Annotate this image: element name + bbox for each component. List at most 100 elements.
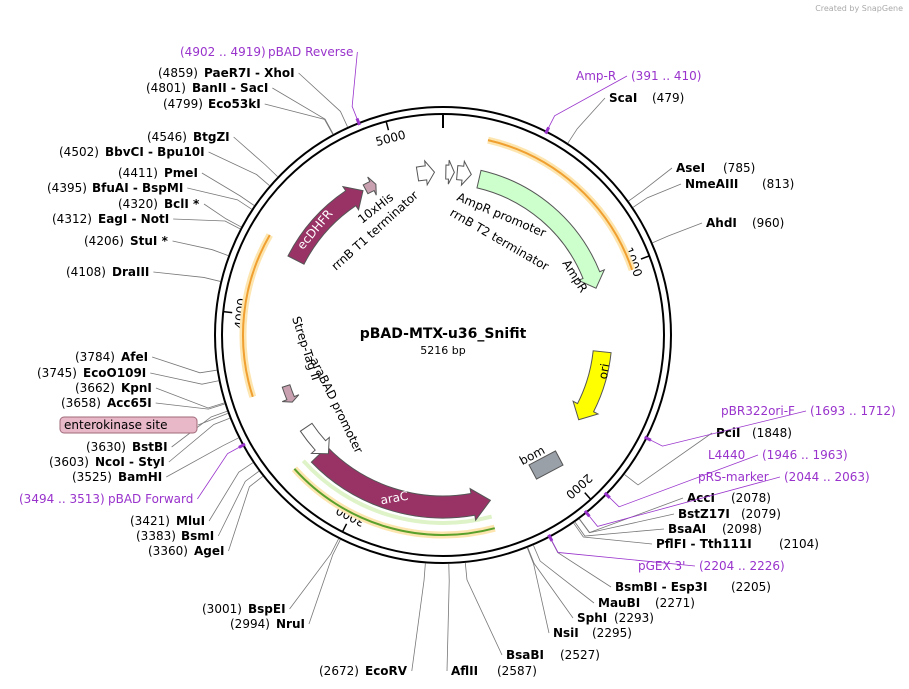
leader-line <box>208 462 254 522</box>
enzyme-name: AseI <box>676 161 705 175</box>
enzyme-name: EcoO109I <box>83 366 146 380</box>
enzyme-position: (960) <box>752 216 784 230</box>
enzyme-name: AfeI <box>121 350 148 364</box>
feature-arc <box>293 468 496 536</box>
enzyme-name: PciI <box>716 426 741 440</box>
enzyme-name: PaeR7I - XhoI <box>204 66 295 80</box>
enzyme-position: (3360) <box>148 544 188 558</box>
enzyme-position: (479) <box>652 91 684 105</box>
leader-line <box>289 538 339 610</box>
leader-line <box>298 72 348 128</box>
leader-line <box>228 475 264 552</box>
feature-highlight <box>301 459 493 525</box>
tick-mark <box>640 255 650 260</box>
leader-line <box>155 387 225 409</box>
leader-line <box>171 410 228 448</box>
his-tag <box>362 176 377 196</box>
enzyme-name: NcoI - StyI <box>95 455 165 469</box>
leader-line <box>546 75 628 132</box>
feature-label: ori <box>596 362 612 380</box>
enzyme-position: (4320) <box>118 197 158 211</box>
leader-line <box>166 437 239 478</box>
map-title: pBAD-MTX-u36_Snifit <box>360 326 527 342</box>
enzyme-position: (4859) <box>158 66 198 80</box>
credit: Created by SnapGene <box>815 4 903 13</box>
enzyme-position: (3662) <box>75 381 115 395</box>
enzyme-name: AflII <box>451 664 478 678</box>
enzyme-name: BfuAI - BspMI <box>92 181 183 195</box>
leader-line <box>197 412 228 426</box>
enzyme-position: (3001) <box>202 602 242 616</box>
enzyme-position: (1848) <box>752 426 792 440</box>
tick-mark <box>385 121 390 131</box>
ori-arrow <box>572 350 612 421</box>
enzyme-name: MluI <box>176 514 205 528</box>
leader-line <box>217 470 260 537</box>
leader-line <box>652 222 703 244</box>
leader-line <box>549 537 696 567</box>
enzyme-position: (4411) <box>118 166 158 180</box>
promoter-arrow <box>456 159 472 187</box>
leader-line <box>647 410 807 447</box>
enzyme-name: NruI <box>276 617 305 631</box>
enzyme-name: PmeI <box>164 166 198 180</box>
primer-range: (1693 .. 1712) <box>810 404 896 418</box>
leader-line <box>526 547 550 634</box>
enzyme-name: Eco53kI <box>208 97 261 111</box>
primer-name: pRS-marker <box>698 470 769 484</box>
leader-line <box>168 417 230 463</box>
leader-line <box>578 513 675 534</box>
enzyme-position: (4546) <box>147 130 187 144</box>
enzyme-position: (4799) <box>163 97 203 111</box>
primer-range: (2204 .. 2226) <box>699 559 785 573</box>
enzyme-name: BstBI <box>132 440 168 454</box>
enzyme-position: (3421) <box>130 514 170 528</box>
enzyme-position: (3658) <box>61 396 101 410</box>
feature-arc <box>242 234 271 398</box>
enzyme-position: (2587) <box>497 664 537 678</box>
enzyme-name: NmeAIII <box>685 177 738 191</box>
enzyme-name: BspEI <box>248 602 286 616</box>
promoter-arrow <box>445 159 455 185</box>
enzyme-position: (2079) <box>741 507 781 521</box>
leader-line <box>446 563 450 672</box>
leader-line <box>187 187 252 210</box>
enzyme-position: (4108) <box>66 265 106 279</box>
enzyme-position: (3383) <box>136 529 176 543</box>
enzyme-name: BamHI <box>118 470 162 484</box>
leader-line <box>351 51 359 123</box>
enzyme-position: (2271) <box>655 596 695 610</box>
leader-line <box>527 547 574 619</box>
enzyme-name: BanII - SacI <box>192 81 268 95</box>
enzyme-name: EagI - NotI <box>98 212 169 226</box>
leader-line <box>272 87 334 135</box>
enzyme-position: (4206) <box>84 234 124 248</box>
enzyme-position: (4395) <box>47 181 87 195</box>
leader-line <box>464 562 503 656</box>
primer-range: (2044 .. 2063) <box>784 470 870 484</box>
enzyme-position: (4801) <box>146 81 186 95</box>
leader-line <box>172 240 229 256</box>
enzyme-name: DraIII <box>112 265 149 279</box>
enzyme-name: ScaI <box>609 91 637 105</box>
tick-mark <box>341 523 348 533</box>
enzyme-name: BtgZI <box>193 130 230 144</box>
primer-range: (391 .. 410) <box>631 69 701 83</box>
leader-line <box>264 103 334 135</box>
enzyme-name: PflFI - Tth111I <box>656 537 752 551</box>
arac-arrow <box>310 446 492 522</box>
enzyme-position: (2104) <box>779 537 819 551</box>
enzyme-position: (3745) <box>37 366 77 380</box>
enzyme-name: BsaBI <box>506 648 544 662</box>
enzyme-position: (2098) <box>722 522 762 536</box>
primer-mark <box>544 126 551 135</box>
enzyme-name: StuI * <box>130 234 169 248</box>
enzyme-name: BclI * <box>164 197 200 211</box>
leader-line <box>574 521 665 537</box>
leader-line <box>150 372 219 385</box>
enzyme-name: BbvCI - Bpu10I <box>105 145 205 159</box>
enzyme-name: KpnI <box>121 381 152 395</box>
ampr-arrow <box>476 169 606 289</box>
enzyme-name: BsmI <box>181 529 214 543</box>
map-length: 5216 bp <box>420 344 465 357</box>
